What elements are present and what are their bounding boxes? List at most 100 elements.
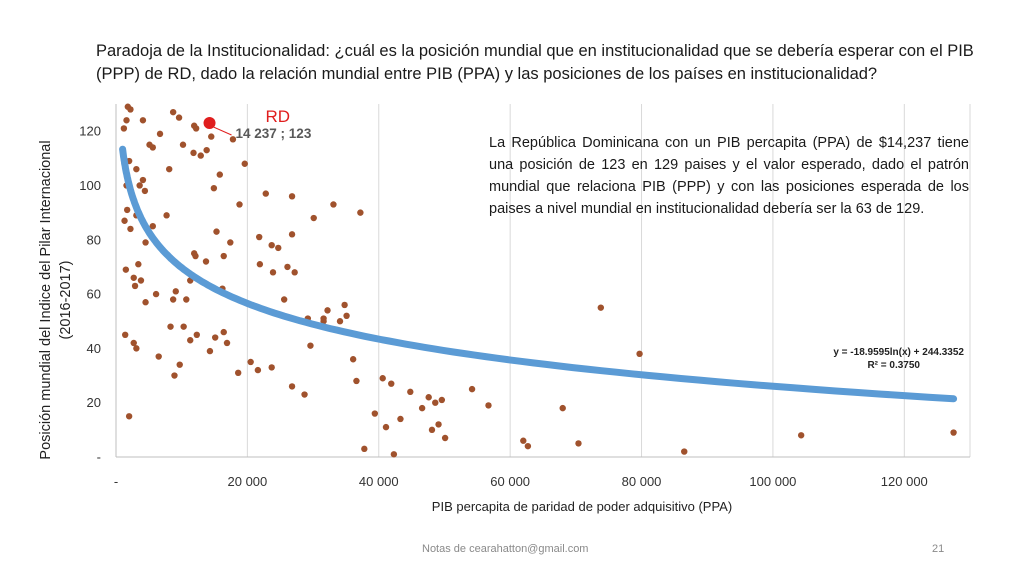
data-point [256,233,263,241]
x-tick-label: - [114,474,118,489]
data-point [149,144,156,151]
y-axis-label-line-1: Posición mundial del Indice del Pilar In… [38,140,54,459]
data-point [123,117,130,124]
data-point [320,315,327,322]
y-tick-labels: - 20 40 60 80 100 120 [79,124,101,465]
data-point [559,404,566,412]
data-point [268,364,275,371]
data-point [156,130,164,138]
data-point [192,125,200,132]
data-point [135,261,142,268]
data-point [441,434,449,442]
data-point [353,377,360,385]
data-point [227,239,234,246]
highlight-leader-line [213,126,232,136]
data-point [379,375,386,382]
data-point [388,380,395,387]
data-point [438,396,446,404]
data-point [241,160,248,167]
footer-notes: Notas de cearahatton@gmail.com [422,543,589,555]
y-tick-label: 60 [87,287,101,302]
x-tick-label: 80 000 [622,474,662,489]
data-point [520,437,527,444]
data-point [127,225,134,233]
data-point [428,426,436,434]
data-point [407,388,414,396]
data-point [220,328,227,336]
y-axis-label: Posición mundial del Indice del Pilar In… [38,140,74,459]
highlight-value-label: 14 237 ; 123 [236,126,312,141]
data-point [130,339,137,347]
data-point [236,201,243,208]
data-point [288,193,296,200]
data-point [122,266,130,273]
data-point [155,353,162,360]
axes [115,104,970,458]
x-tick-label: 60 000 [490,474,530,489]
data-point [179,141,187,148]
data-point [269,269,277,276]
data-point [216,171,223,178]
data-point [268,242,275,249]
data-point [485,402,492,409]
data-point [275,244,282,252]
data-point [435,421,442,428]
data-point [136,182,143,189]
data-point [172,288,179,295]
data-point [133,165,140,173]
data-point [163,212,170,219]
data-point [575,440,582,447]
data-point [349,356,357,363]
data-point [361,445,368,453]
data-point [142,299,149,306]
y-tick-label: 100 [79,178,101,193]
data-point [149,222,156,230]
data-point [142,239,149,246]
data-point [166,165,173,173]
y-tick-label: 80 [87,232,101,247]
data-point [397,415,404,423]
data-point [183,296,190,303]
y-tick-label: - [97,450,101,465]
data-point [190,149,197,157]
data-point [171,372,178,379]
data-points [120,103,957,458]
x-axis-label: PIB percapita de paridad de poder adquis… [432,499,732,514]
highlight-label: RD [266,107,291,126]
chart-title: Paradoja de la Institucionalidad: ¿cuál … [96,42,974,83]
data-point [524,442,532,450]
data-point [390,451,398,458]
data-point [169,296,177,303]
highlight-point-rd [203,117,216,130]
data-point [254,366,262,374]
data-point [301,391,308,398]
data-point [797,432,805,439]
data-point [247,358,254,366]
data-point [357,209,364,216]
data-point [131,282,139,290]
data-point [123,206,131,214]
data-point [213,228,220,235]
data-point [432,399,439,406]
data-point [229,136,237,143]
data-point [193,331,201,339]
x-tick-label: 120 000 [881,474,928,489]
data-point [141,187,149,195]
x-tick-label: 40 000 [359,474,399,489]
data-point [288,383,296,390]
data-point [291,269,298,276]
x-tick-label: 20 000 [228,474,268,489]
data-point [597,304,605,311]
y-tick-label: 120 [79,124,101,139]
data-point [203,146,210,154]
data-point [167,323,174,330]
data-point [187,337,194,344]
data-point [262,190,269,197]
data-point [139,176,147,184]
data-point [120,125,128,132]
data-point [343,312,350,319]
data-point [197,152,204,159]
data-point [288,231,296,238]
data-point [211,334,219,341]
